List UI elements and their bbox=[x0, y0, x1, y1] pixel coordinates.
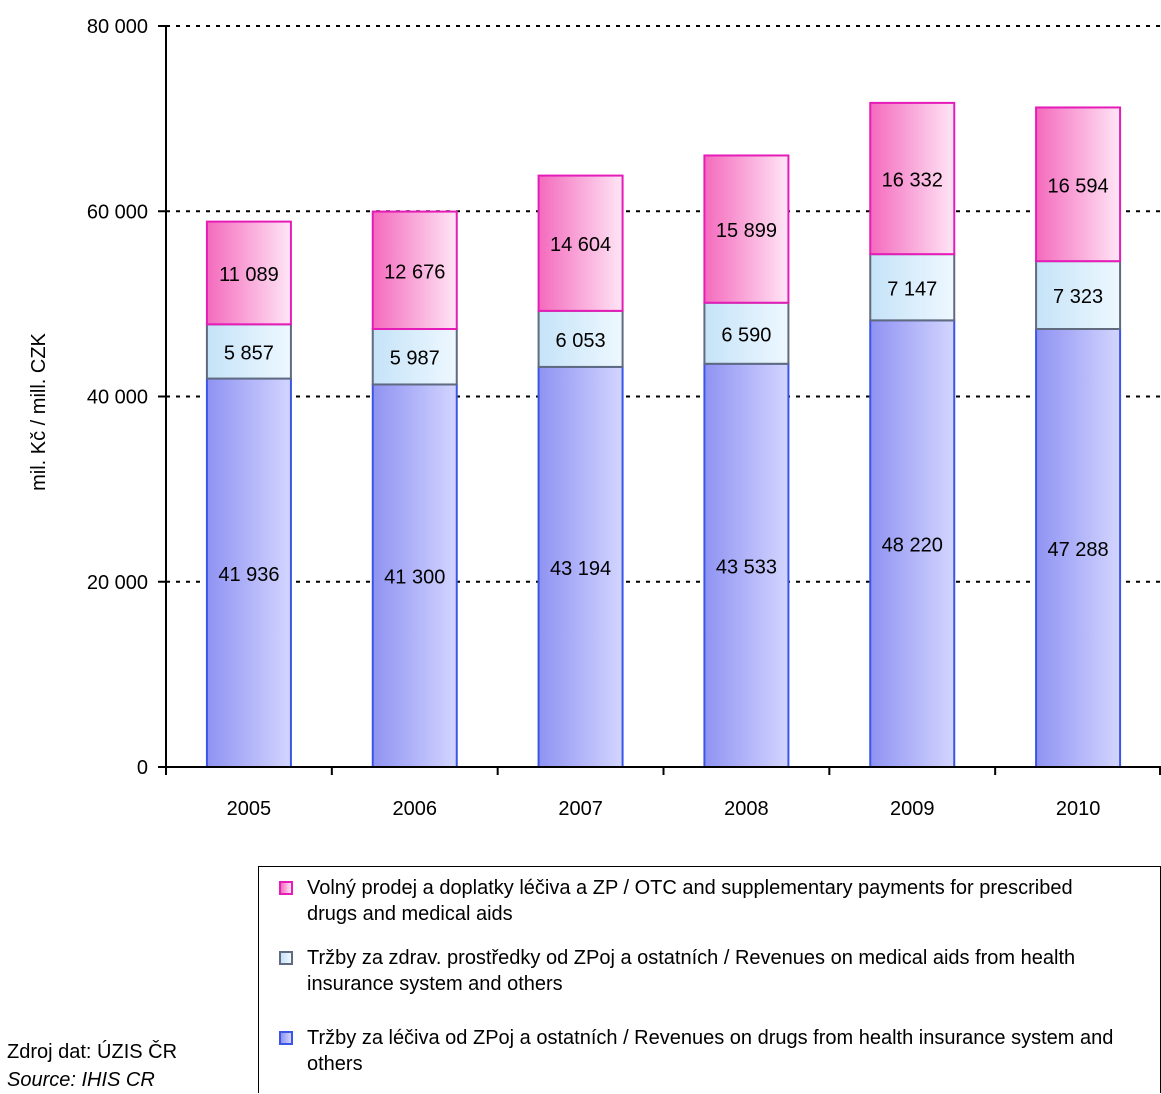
data-label-2005-series-1: 5 857 bbox=[224, 342, 274, 364]
data-label-2009-series-2: 16 332 bbox=[882, 170, 943, 192]
legend-label-medical-aids: Tržby za zdrav. prostředky od ZPoj a ost… bbox=[307, 947, 1076, 995]
bar-2008-series-1 bbox=[703, 301, 790, 365]
legend-label-drugs: Tržby za léčiva od ZPoj a ostatních / Re… bbox=[307, 1027, 1114, 1075]
legend: Volný prodej a doplatky léčiva a ZP / OT… bbox=[258, 866, 1161, 1093]
legend-swatch-drugs bbox=[279, 1031, 293, 1045]
y-tick-label-1: 20 000 bbox=[87, 572, 148, 594]
bar-2006-series-2 bbox=[371, 210, 458, 331]
data-label-2009-series-0: 48 220 bbox=[882, 535, 943, 557]
bar-2008-series-0 bbox=[703, 362, 790, 768]
legend-label-otc: Volný prodej a doplatky léčiva a ZP / OT… bbox=[307, 877, 1073, 925]
data-label-2005-series-0: 41 936 bbox=[218, 564, 279, 586]
data-label-2007-series-0: 43 194 bbox=[550, 558, 611, 580]
bar-2007-series-1 bbox=[537, 309, 624, 368]
data-label-2010-series-2: 16 594 bbox=[1047, 175, 1108, 197]
data-label-2006-series-1: 5 987 bbox=[390, 348, 440, 370]
x-tick-label-2007: 2007 bbox=[558, 798, 603, 820]
bar-2005-series-1 bbox=[205, 323, 292, 380]
x-tick-label-2005: 2005 bbox=[227, 798, 272, 820]
data-label-2008-series-2: 15 899 bbox=[716, 220, 777, 242]
data-source: Zdroj dat: ÚZIS ČR Source: IHIS CR bbox=[7, 1038, 177, 1094]
bar-2007-series-2 bbox=[537, 174, 624, 312]
data-label-2006-series-2: 12 676 bbox=[384, 261, 445, 283]
y-tick-label-2: 40 000 bbox=[87, 387, 148, 409]
legend-swatch-medical-aids bbox=[279, 951, 293, 965]
data-label-2010-series-0: 47 288 bbox=[1047, 539, 1108, 561]
y-axis-label: mil. Kč / mill. CZK bbox=[28, 332, 50, 490]
data-label-2008-series-0: 43 533 bbox=[716, 556, 777, 578]
bar-2010-series-0 bbox=[1035, 327, 1122, 768]
x-tick-label-2008: 2008 bbox=[724, 798, 769, 820]
source-english: Source: IHIS CR bbox=[7, 1069, 155, 1091]
data-label-2009-series-1: 7 147 bbox=[887, 278, 937, 300]
legend-swatch-otc bbox=[279, 881, 293, 895]
bars bbox=[205, 101, 1122, 768]
y-tick-label-0: 0 bbox=[137, 757, 148, 779]
bar-2008-series-2 bbox=[703, 154, 790, 304]
bar-2006-series-0 bbox=[371, 383, 458, 768]
legend-item-drugs: Tržby za léčiva od ZPoj a ostatních / Re… bbox=[279, 1025, 1119, 1077]
x-tick-label-2010: 2010 bbox=[1056, 798, 1101, 820]
data-label-2010-series-1: 7 323 bbox=[1053, 286, 1103, 308]
legend-item-medical-aids: Tržby za zdrav. prostředky od ZPoj a ost… bbox=[279, 945, 1119, 997]
bar-2005-series-2 bbox=[205, 220, 292, 326]
bar-2006-series-1 bbox=[371, 328, 458, 386]
source-czech: Zdroj dat: ÚZIS ČR bbox=[7, 1041, 178, 1063]
legend-item-otc: Volný prodej a doplatky léčiva a ZP / OT… bbox=[279, 875, 1119, 927]
bar-2009-series-2 bbox=[869, 101, 956, 256]
x-tick-label-2009: 2009 bbox=[890, 798, 935, 820]
bar-2010-series-2 bbox=[1035, 106, 1122, 263]
bar-2010-series-1 bbox=[1035, 260, 1122, 330]
stacked-bar-chart: 2005 2006 2007 2008 2009 2010 0 20 000 40 000 60 … bbox=[28, 16, 1161, 820]
data-label-2006-series-0: 41 300 bbox=[384, 567, 445, 589]
data-label-2007-series-2: 14 604 bbox=[550, 234, 611, 256]
y-tick-label-3: 60 000 bbox=[87, 201, 148, 223]
bar-2005-series-0 bbox=[205, 377, 292, 768]
data-label-2005-series-2: 11 089 bbox=[219, 264, 279, 286]
data-label-2007-series-1: 6 053 bbox=[556, 330, 606, 352]
data-label-2008-series-1: 6 590 bbox=[721, 324, 771, 346]
x-tick-label-2006: 2006 bbox=[393, 798, 438, 820]
y-tick-label-4: 80 000 bbox=[87, 16, 148, 38]
gridlines bbox=[166, 25, 1161, 583]
axes: 2005 2006 2007 2008 2009 2010 0 20 000 40 000 60 … bbox=[87, 16, 1161, 820]
data-labels: 41 936 5 857 11 089 41 300 5 987 12 676 43 194… bbox=[218, 170, 1108, 589]
